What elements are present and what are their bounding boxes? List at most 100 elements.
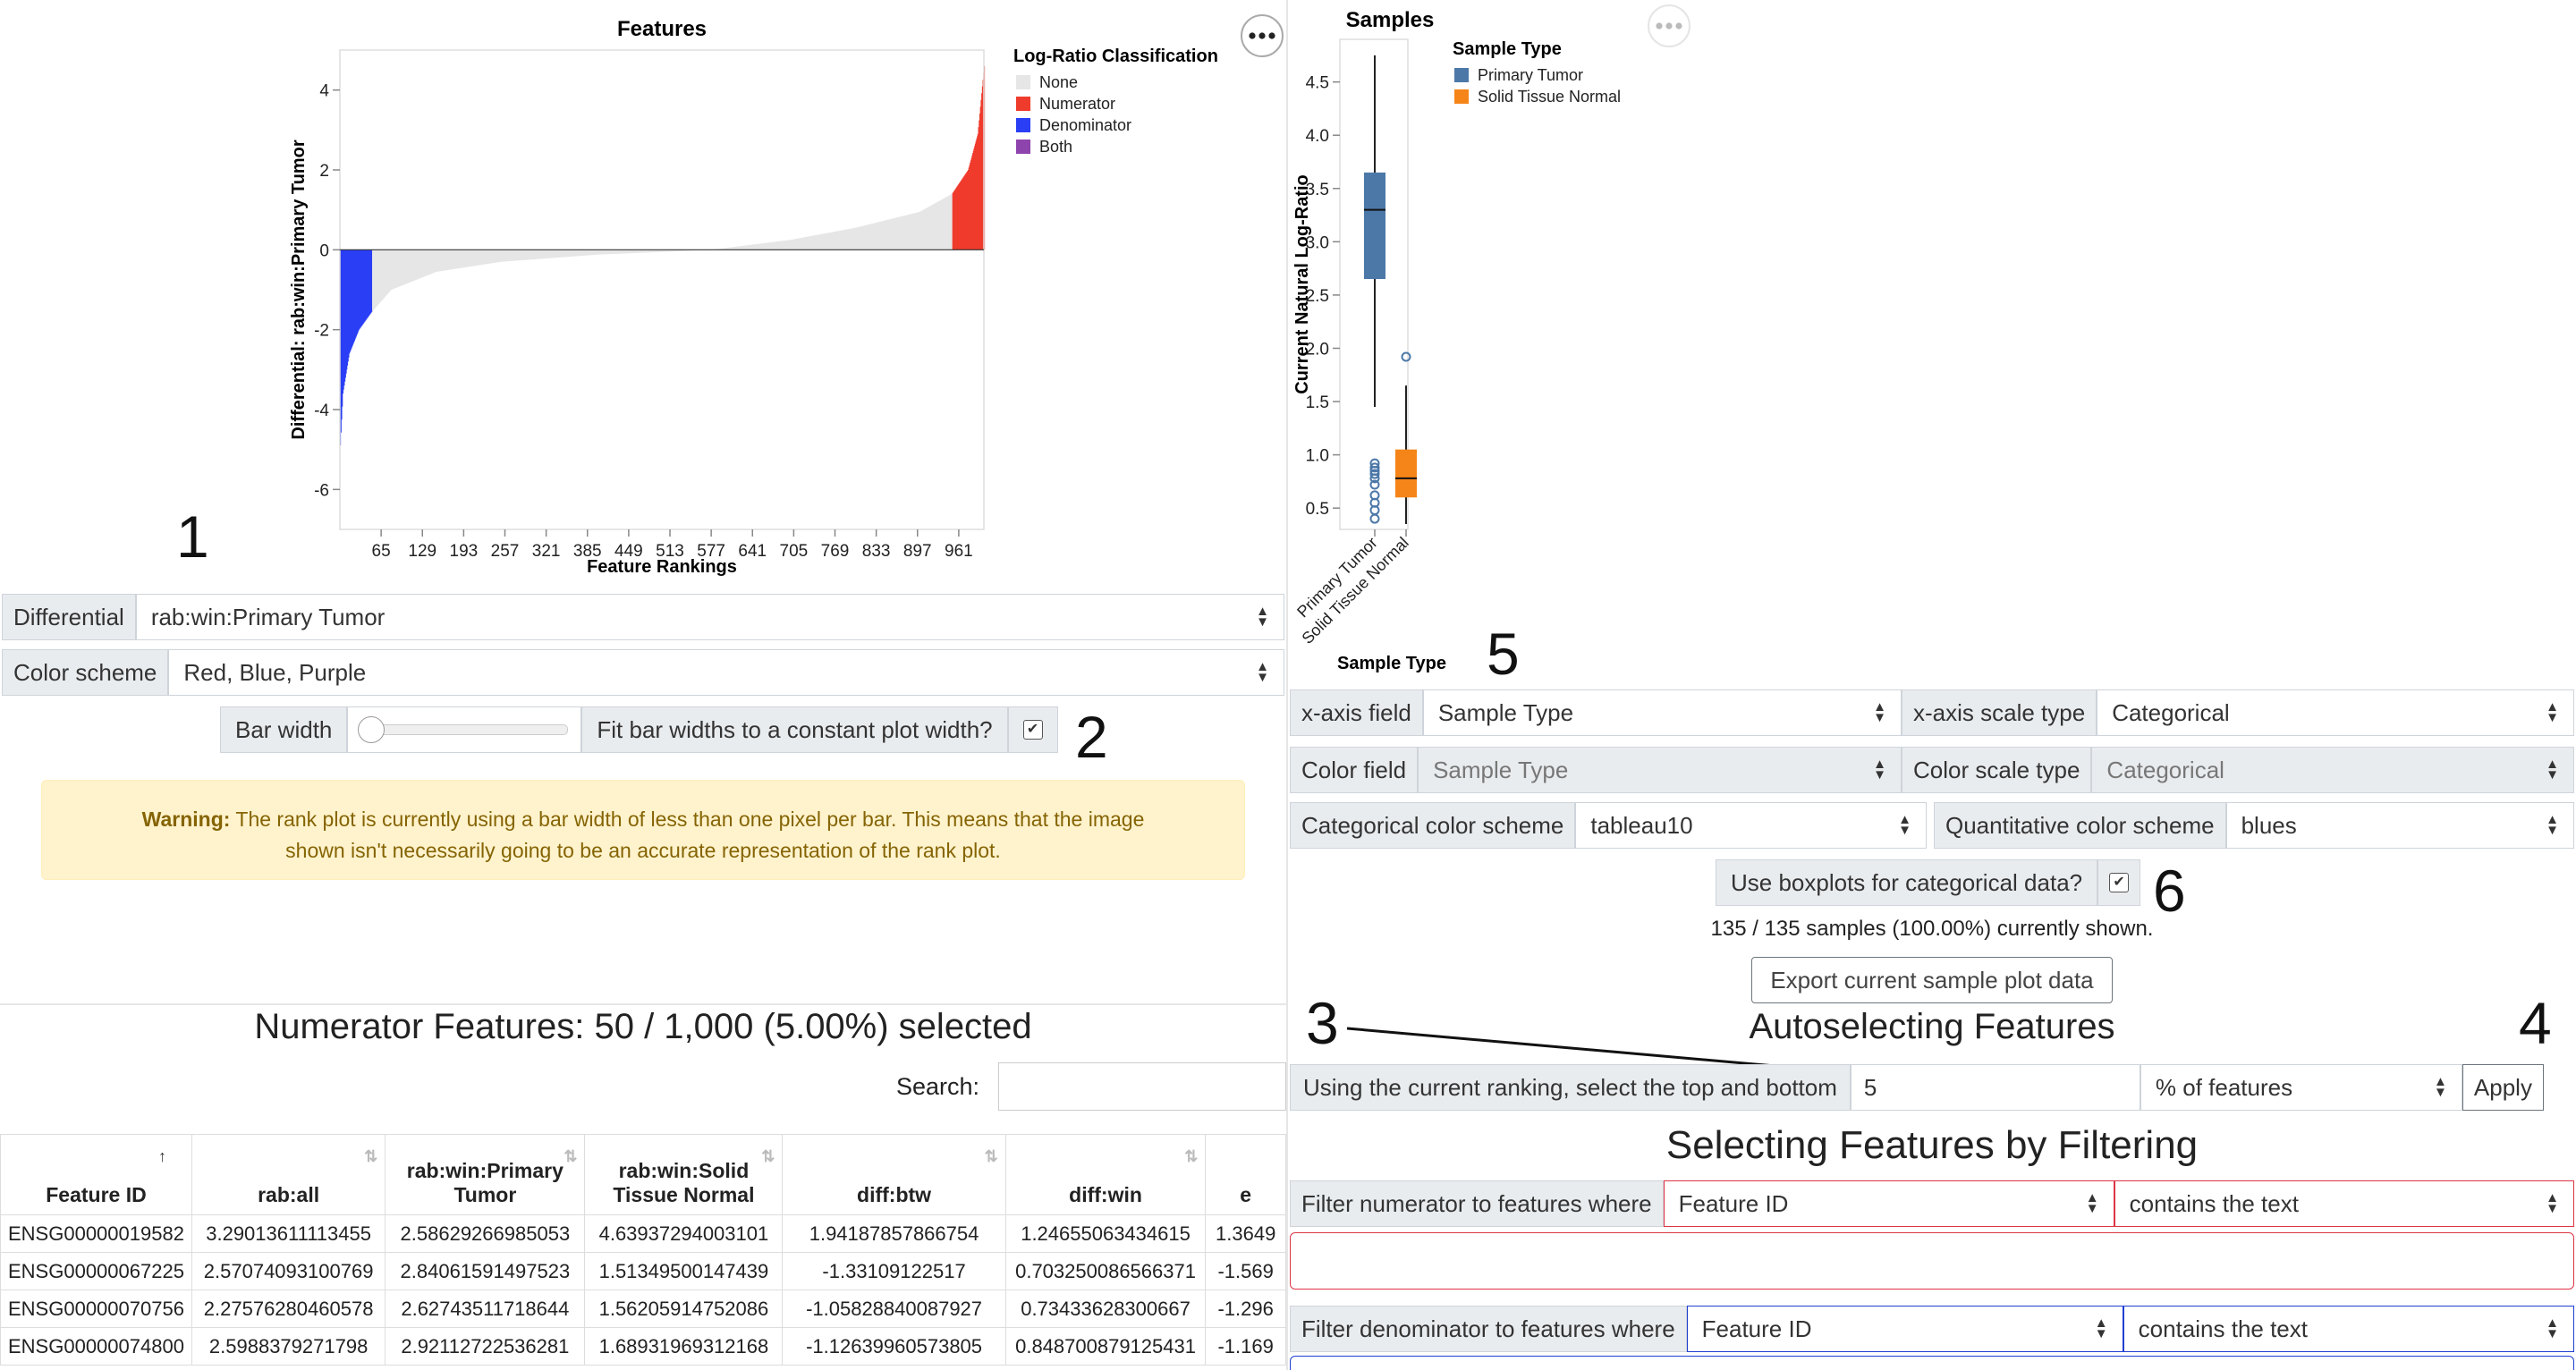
- rank-bar: [589, 249, 591, 256]
- rank-bar: [976, 139, 978, 250]
- rank-bar: [381, 249, 383, 301]
- color-field-select[interactable]: Sample Type ▲ ▼: [1418, 747, 1902, 793]
- column-header-rab-all[interactable]: rab:all ⇅: [191, 1134, 386, 1215]
- column-header-diff-btw[interactable]: diff:btw ⇅: [782, 1134, 1006, 1215]
- rank-bar: [817, 234, 818, 250]
- rank-bar: [755, 244, 757, 250]
- column-header-diff-win[interactable]: diff:win ⇅: [1004, 1134, 1207, 1215]
- fit-bar-widths-toggle[interactable]: ✔: [1007, 706, 1058, 753]
- table-row[interactable]: ENSG00000067225 2.57074093100769 2.84061…: [0, 1252, 1286, 1290]
- rank-bar: [408, 249, 410, 283]
- rank-bar: [414, 249, 416, 281]
- rank-bar: [461, 249, 462, 268]
- column-header-rab-win-solid-tissue-normal[interactable]: rab:win:Solid Tissue Normal ⇅: [584, 1134, 784, 1215]
- export-sample-plot-button[interactable]: Export current sample plot data: [1751, 957, 2113, 1003]
- rank-bar: [514, 249, 516, 261]
- color-scheme-select[interactable]: Red, Blue, Purple ▲ ▼: [168, 649, 1284, 696]
- rank-bar: [923, 209, 925, 250]
- rank-bar: [835, 231, 837, 250]
- rank-bar: [769, 242, 771, 250]
- sample-plot-menu-button[interactable]: [1648, 4, 1690, 47]
- rank-bar: [345, 249, 347, 374]
- boxplot-toggle[interactable]: ✔: [2097, 859, 2141, 906]
- rank-bar: [346, 249, 349, 366]
- rank-bar: [667, 249, 669, 252]
- rank-bar: [679, 249, 681, 251]
- rank-plot-menu-button[interactable]: [1241, 14, 1284, 57]
- rank-bar: [972, 150, 974, 250]
- categorical-scheme-select[interactable]: tableau10 ▲ ▼: [1575, 802, 1927, 849]
- slider-thumb[interactable]: [358, 716, 386, 743]
- rank-bar: [905, 215, 907, 250]
- y-tick-label: 1.5: [1306, 393, 1329, 412]
- rank-bar: [551, 249, 553, 258]
- rank-bar: [513, 249, 515, 261]
- rank-bar: [508, 249, 510, 262]
- rank-bar: [936, 202, 937, 250]
- denominator-filter-field-select[interactable]: Feature ID ▲ ▼: [1686, 1306, 2123, 1352]
- rank-bar: [942, 199, 944, 250]
- fit-bar-widths-checkbox[interactable]: ✔: [1022, 720, 1043, 740]
- rank-bar: [682, 249, 684, 251]
- rank-bar: [633, 249, 635, 253]
- quantitative-scheme-select[interactable]: blues ▲ ▼: [2225, 802, 2574, 849]
- autoselect-value-input[interactable]: [1850, 1064, 2140, 1111]
- rank-bar: [399, 249, 401, 287]
- autoselect-unit-select[interactable]: % of features ▲ ▼: [2140, 1064, 2462, 1111]
- rank-bar: [980, 99, 982, 250]
- numerator-filter-field-select[interactable]: Feature ID ▲ ▼: [1663, 1180, 2114, 1227]
- cell: 1.3649: [1205, 1214, 1286, 1253]
- bar-width-slider[interactable]: [347, 706, 582, 753]
- column-header-e[interactable]: e: [1205, 1134, 1286, 1215]
- rank-bar: [470, 249, 471, 266]
- numerator-filter-operator-select[interactable]: contains the text ▲ ▼: [2114, 1180, 2574, 1227]
- rank-bar: [892, 218, 894, 250]
- rank-bar: [596, 249, 597, 255]
- rank-bar: [752, 244, 755, 250]
- column-header-rab-win-primary-tumor[interactable]: rab:win:Primary Tumor ⇅: [385, 1134, 586, 1215]
- rank-bar: [951, 193, 953, 250]
- rank-bar: [525, 249, 527, 260]
- numerator-filter-text-input[interactable]: [1290, 1232, 2574, 1290]
- rank-bar: [619, 249, 621, 254]
- rank-bar: [390, 249, 393, 290]
- rank-bar: [597, 249, 598, 255]
- rank-bar: [409, 249, 411, 283]
- rank-bar: [388, 249, 390, 292]
- rank-bar: [632, 249, 634, 254]
- table-row[interactable]: ENSG00000019582 3.29013611113455 2.58629…: [0, 1214, 1286, 1253]
- denominator-filter-text-input[interactable]: [1290, 1356, 2574, 1370]
- rank-bar: [727, 248, 729, 250]
- table-row[interactable]: ENSG00000074800 2.5988379271798 2.921127…: [0, 1327, 1286, 1366]
- boxplot-checkbox[interactable]: ✔: [2109, 873, 2130, 892]
- rank-bar: [471, 249, 473, 266]
- select-arrows-icon: ▲ ▼: [1873, 757, 1886, 782]
- rank-bar: [846, 229, 848, 250]
- denominator-filter-operator-select[interactable]: contains the text ▲ ▼: [2123, 1306, 2574, 1352]
- table-row[interactable]: ENSG00000070756 2.27576280460578 2.62743…: [0, 1290, 1286, 1328]
- rank-bar: [910, 214, 911, 250]
- rank-bar: [962, 176, 965, 250]
- rank-bar: [683, 249, 685, 251]
- x-axis-scale-select[interactable]: Categorical ▲ ▼: [2097, 689, 2574, 736]
- color-scale-select[interactable]: Categorical ▲ ▼: [2091, 747, 2574, 793]
- rank-bar: [928, 207, 930, 250]
- differential-select[interactable]: rab:win:Primary Tumor ▲ ▼: [135, 594, 1284, 640]
- rank-bar: [964, 174, 966, 250]
- column-header-feature-id[interactable]: Feature ID ↑: [0, 1134, 192, 1215]
- rank-bar: [504, 249, 505, 262]
- rank-bar: [430, 249, 432, 275]
- rank-bar: [510, 249, 512, 261]
- x-axis-field-select[interactable]: Sample Type ▲ ▼: [1422, 689, 1902, 736]
- rank-bar: [394, 249, 395, 289]
- rank-bar: [609, 249, 612, 255]
- rank-bar: [650, 249, 652, 253]
- rank-bar: [728, 247, 730, 250]
- rank-bar: [913, 213, 915, 250]
- sample-x-label: Sample Type: [1337, 654, 1446, 673]
- apply-button[interactable]: Apply: [2462, 1064, 2544, 1111]
- search-input[interactable]: [998, 1062, 1286, 1111]
- rank-bar: [564, 249, 566, 258]
- rank-bar: [480, 249, 482, 266]
- autoselect-heading: Autoselecting Features: [1749, 1007, 2115, 1046]
